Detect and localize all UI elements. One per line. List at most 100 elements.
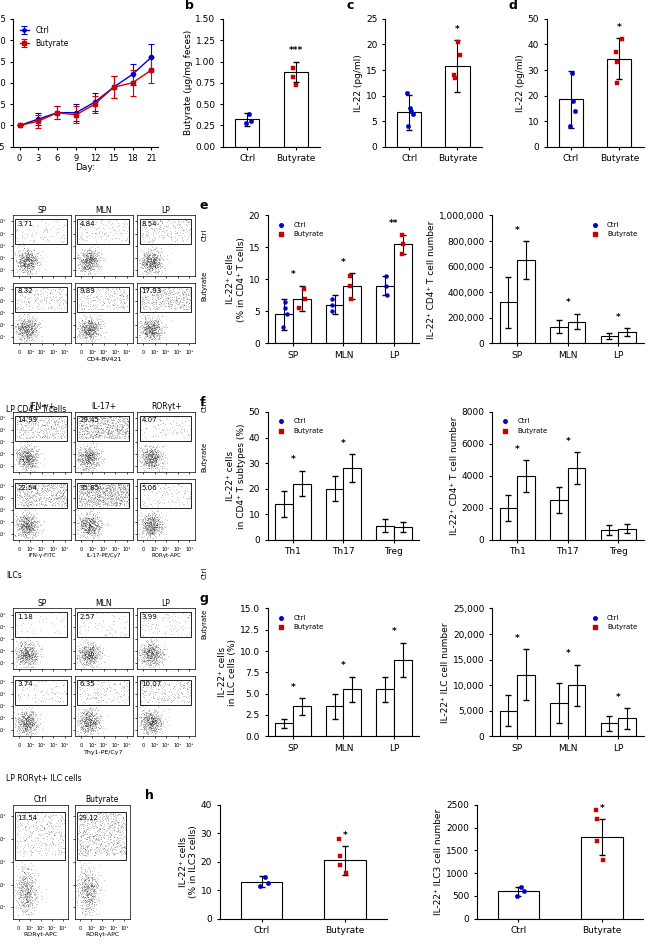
- Point: [103, 423, 113, 438]
- Text: 8.32: 8.32: [17, 289, 32, 295]
- Point: [79, 516, 89, 531]
- Point: [73, 260, 84, 276]
- Point: [93, 867, 103, 883]
- Point: [10, 325, 20, 340]
- Point: [134, 513, 144, 528]
- Point: [147, 634, 157, 649]
- Point: [22, 644, 32, 659]
- Point: [22, 451, 32, 466]
- Point: [78, 485, 88, 500]
- Point: [124, 487, 134, 502]
- Point: [148, 520, 159, 535]
- Point: [16, 888, 26, 903]
- Point: [27, 898, 37, 913]
- Point: [145, 251, 155, 266]
- Point: [143, 509, 153, 525]
- Point: [162, 295, 173, 311]
- Point: [89, 519, 99, 534]
- Point: [146, 455, 157, 470]
- Legend: Ctrl, Butyrate: Ctrl, Butyrate: [271, 416, 326, 437]
- Point: [17, 859, 27, 874]
- Point: [119, 411, 129, 426]
- Point: [98, 425, 108, 440]
- Point: [25, 720, 35, 735]
- Point: [79, 260, 90, 276]
- Point: [161, 690, 171, 706]
- Point: [146, 711, 156, 726]
- Point: [142, 453, 152, 468]
- Point: [17, 451, 27, 466]
- Point: [159, 676, 170, 691]
- Point: [81, 724, 92, 740]
- Point: [82, 719, 92, 734]
- Point: [138, 639, 149, 654]
- Point: [92, 318, 102, 333]
- Point: [112, 477, 123, 492]
- Point: [21, 333, 31, 348]
- Point: [46, 295, 56, 311]
- Point: [166, 297, 177, 313]
- Point: [90, 422, 101, 438]
- Point: [142, 719, 152, 734]
- Point: [146, 253, 157, 268]
- Point: [150, 259, 160, 274]
- Point: [84, 250, 95, 265]
- Point: [29, 493, 39, 509]
- Point: [118, 476, 129, 491]
- Point: [91, 259, 101, 274]
- Point: [26, 321, 36, 336]
- Point: [21, 716, 31, 731]
- Point: [138, 689, 149, 705]
- Point: [79, 320, 89, 335]
- Point: [146, 322, 157, 337]
- Point: [83, 481, 93, 496]
- Point: [91, 251, 101, 266]
- Point: [84, 411, 95, 426]
- Point: [81, 250, 91, 265]
- Point: [94, 529, 104, 545]
- Point: [23, 640, 34, 655]
- Point: [86, 243, 96, 259]
- Point: [153, 637, 163, 652]
- Bar: [499, 508, 517, 540]
- Point: [148, 511, 158, 527]
- Point: [79, 414, 89, 429]
- Point: [107, 493, 117, 509]
- Point: [166, 608, 177, 623]
- Point: [90, 717, 100, 732]
- Point: [55, 491, 66, 506]
- Point: [176, 685, 187, 700]
- Point: [138, 684, 149, 699]
- Point: [109, 846, 119, 861]
- Point: [23, 719, 33, 734]
- Point: [31, 830, 42, 845]
- Point: [139, 296, 150, 312]
- Point: [72, 453, 83, 468]
- Point: [20, 641, 31, 656]
- Title: MLN: MLN: [96, 205, 112, 215]
- Point: [86, 640, 97, 655]
- Point: [17, 456, 27, 472]
- Point: [18, 709, 28, 724]
- Point: [14, 716, 25, 731]
- Point: [101, 483, 112, 498]
- Point: [146, 509, 157, 525]
- Point: [159, 685, 169, 700]
- Point: [75, 812, 85, 827]
- Point: [31, 458, 42, 474]
- Point: [115, 421, 125, 437]
- Point: [92, 524, 103, 539]
- Point: [77, 712, 87, 727]
- Point: [27, 444, 37, 459]
- Point: [14, 308, 24, 323]
- Point: [149, 322, 159, 337]
- Point: [83, 331, 93, 346]
- Point: [84, 255, 94, 270]
- Point: [82, 290, 92, 305]
- Point: [32, 257, 43, 272]
- Point: [179, 486, 189, 501]
- Point: [21, 651, 32, 666]
- Point: [43, 813, 53, 829]
- Point: [136, 325, 146, 340]
- Point: [113, 811, 124, 826]
